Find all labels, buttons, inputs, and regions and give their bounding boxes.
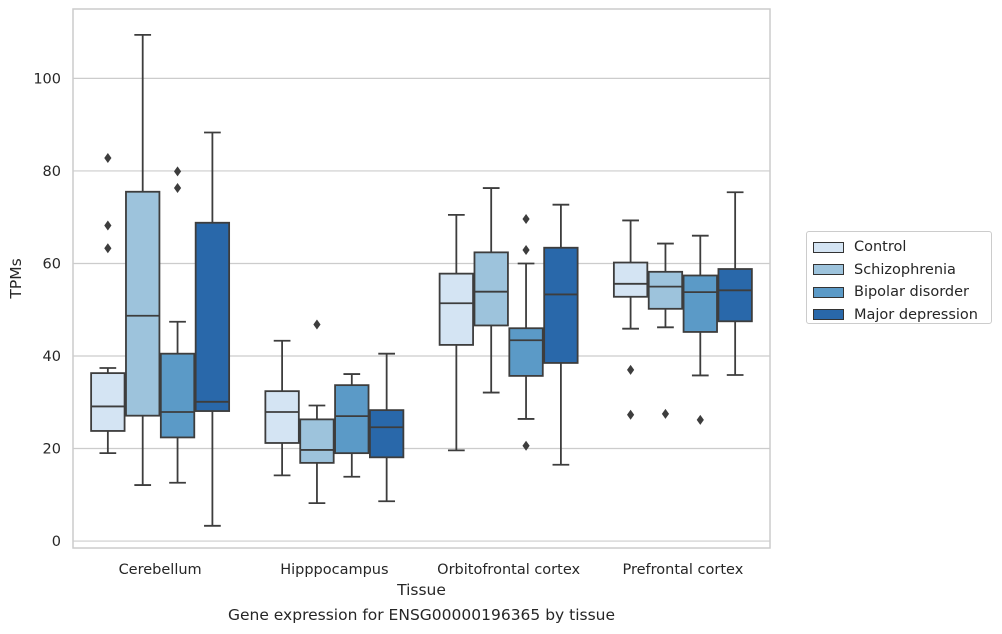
box-2-1 bbox=[334, 373, 370, 478]
box-3-3 bbox=[717, 191, 753, 376]
box-iqr bbox=[194, 221, 231, 412]
chart-caption: Gene expression for ENSG00000196365 by t… bbox=[227, 606, 616, 624]
outlier-point bbox=[173, 183, 182, 194]
box-2-0 bbox=[159, 166, 196, 484]
x-tick-label: Orbitofrontal cortex bbox=[437, 562, 580, 578]
legend-label: Control bbox=[854, 239, 907, 256]
box-iqr bbox=[682, 274, 718, 333]
legend-swatch bbox=[813, 286, 844, 298]
box-1-1 bbox=[299, 319, 335, 505]
box-iqr bbox=[369, 409, 405, 459]
outlier-point bbox=[104, 243, 112, 254]
y-axis-label: TPMs bbox=[7, 258, 25, 299]
y-tick-label: 60 bbox=[43, 256, 61, 272]
box-iqr bbox=[717, 268, 753, 323]
legend-item-control: Control bbox=[813, 236, 991, 259]
outlier-point bbox=[313, 319, 321, 330]
legend-label: Bipolar disorder bbox=[854, 284, 969, 301]
x-axis-label: Tissue bbox=[396, 581, 446, 599]
outlier-point bbox=[173, 166, 182, 177]
x-tick-label: Hipppocampus bbox=[280, 562, 388, 578]
x-tick-label: Cerebellum bbox=[119, 562, 202, 578]
box-iqr bbox=[159, 352, 196, 439]
box-iqr bbox=[125, 190, 161, 417]
outlier-point bbox=[627, 409, 635, 420]
box-iqr bbox=[438, 272, 474, 346]
y-tick-label: 20 bbox=[43, 442, 61, 458]
outlier-point bbox=[104, 152, 112, 163]
box-iqr bbox=[508, 327, 544, 377]
outlier-point bbox=[522, 214, 530, 225]
box-2-2 bbox=[508, 214, 544, 451]
y-tick-label: 40 bbox=[43, 349, 61, 365]
box-iqr bbox=[264, 390, 300, 444]
outlier-point bbox=[696, 414, 704, 425]
outlier-point bbox=[627, 364, 635, 375]
box-3-2 bbox=[543, 203, 579, 466]
box-1-2 bbox=[473, 187, 509, 394]
outlier-point bbox=[522, 440, 530, 451]
box-iqr bbox=[473, 251, 509, 327]
box-3-1 bbox=[369, 352, 405, 503]
box-0-0 bbox=[90, 152, 126, 455]
legend-item-major-depression: Major depression bbox=[813, 304, 991, 327]
outlier-point bbox=[104, 220, 112, 231]
legend-label: Major depression bbox=[854, 306, 978, 323]
legend-item-bipolar-disorder: Bipolar disorder bbox=[813, 281, 991, 304]
box-0-1 bbox=[264, 339, 300, 477]
legend-swatch bbox=[813, 309, 844, 321]
legend-swatch bbox=[813, 241, 844, 253]
box-iqr bbox=[647, 270, 684, 310]
box-iqr bbox=[334, 384, 370, 455]
box-iqr bbox=[90, 372, 126, 432]
box-iqr bbox=[612, 261, 649, 298]
box-1-3 bbox=[647, 242, 684, 419]
box-0-2 bbox=[438, 213, 474, 452]
box-iqr bbox=[543, 246, 579, 364]
box-1-0 bbox=[125, 34, 161, 486]
box-iqr bbox=[299, 418, 335, 464]
box-3-0 bbox=[194, 131, 231, 527]
legend: Control Schizophrenia Bipolar disorder M… bbox=[806, 231, 992, 324]
plot-frame bbox=[72, 8, 771, 549]
outlier-point bbox=[522, 245, 530, 256]
x-tick-label: Prefrontal cortex bbox=[622, 562, 743, 578]
legend-item-schizophrenia: Schizophrenia bbox=[813, 259, 991, 282]
legend-swatch bbox=[813, 264, 844, 276]
outlier-point bbox=[661, 408, 670, 419]
box-2-3 bbox=[682, 234, 718, 425]
y-tick-label: 100 bbox=[33, 71, 61, 87]
legend-label: Schizophrenia bbox=[854, 261, 956, 278]
box-0-3 bbox=[612, 219, 649, 420]
y-tick-label: 0 bbox=[52, 534, 61, 550]
y-tick-label: 80 bbox=[43, 164, 61, 180]
